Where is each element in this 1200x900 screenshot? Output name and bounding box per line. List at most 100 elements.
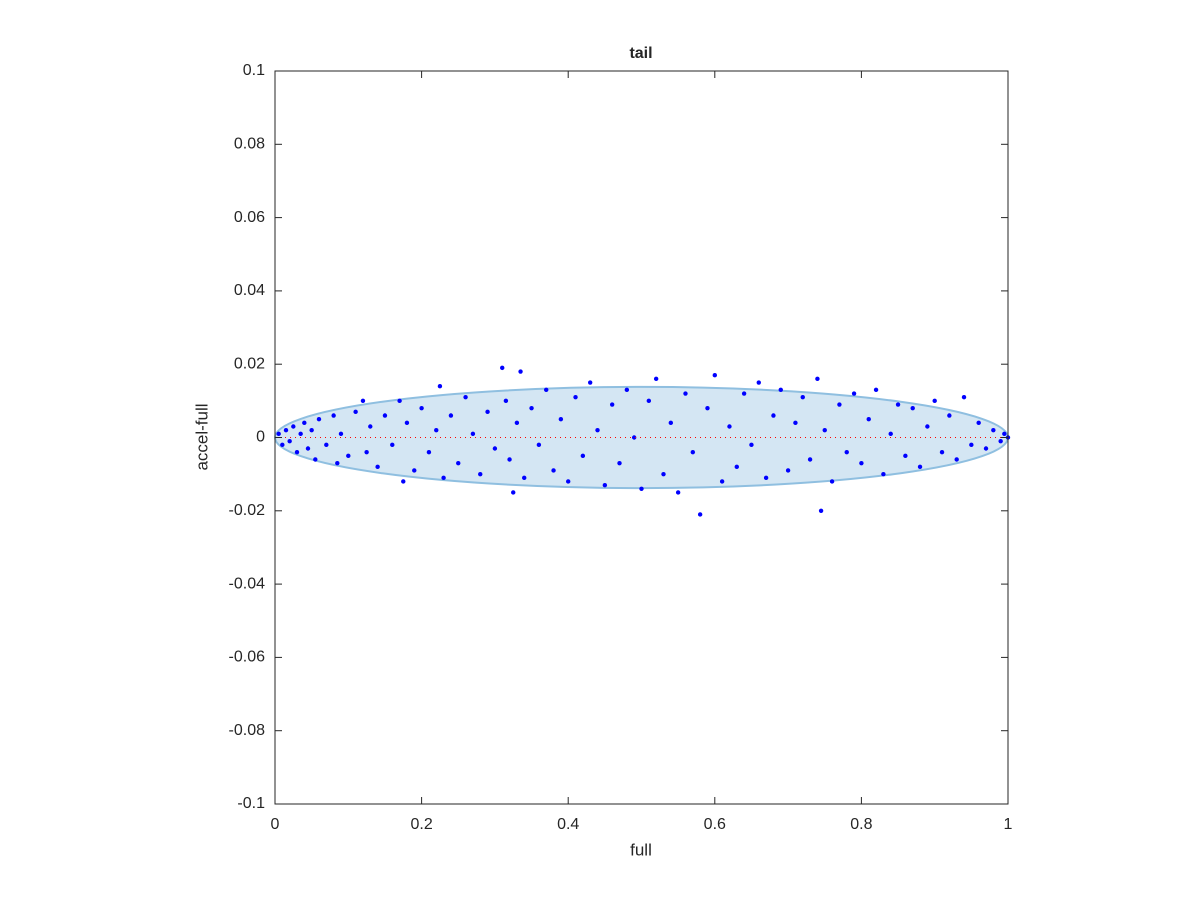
point	[360, 398, 366, 404]
point	[287, 438, 292, 444]
point	[683, 391, 688, 396]
point	[401, 479, 406, 484]
point	[969, 442, 974, 448]
point	[434, 427, 439, 433]
point	[910, 405, 915, 411]
point	[639, 486, 644, 492]
point	[719, 479, 725, 484]
point	[390, 442, 395, 448]
point	[800, 394, 805, 400]
x-tick-label: 0.4	[557, 816, 579, 833]
point	[976, 420, 981, 426]
point	[595, 427, 600, 433]
point	[925, 424, 930, 429]
point	[507, 457, 512, 462]
chart-title: tail	[629, 45, 652, 62]
point	[566, 479, 571, 484]
point	[961, 394, 967, 400]
y-tick-label: -0.06	[229, 649, 266, 666]
point	[441, 475, 446, 481]
point	[305, 446, 311, 451]
point	[712, 372, 717, 378]
point	[573, 394, 578, 400]
point	[470, 431, 476, 437]
point	[991, 427, 996, 433]
point	[785, 468, 791, 473]
point	[917, 464, 923, 470]
point	[291, 424, 296, 429]
ellipse	[274, 385, 1009, 490]
point	[313, 457, 318, 462]
point	[697, 512, 703, 517]
point	[294, 449, 300, 455]
y-tick-label: -0.1	[237, 795, 265, 812]
point	[954, 457, 959, 462]
point	[511, 490, 516, 495]
point	[324, 442, 329, 448]
point	[302, 420, 307, 426]
point	[998, 438, 1003, 444]
point	[881, 471, 886, 477]
point	[844, 449, 849, 455]
point	[895, 402, 901, 407]
point	[727, 424, 732, 429]
point	[485, 409, 490, 415]
point	[397, 398, 402, 404]
point	[1002, 431, 1007, 437]
point	[668, 420, 674, 426]
point	[793, 420, 798, 426]
point	[734, 464, 739, 470]
point	[624, 387, 630, 393]
point	[741, 391, 747, 396]
point	[276, 431, 281, 437]
point	[580, 453, 586, 459]
point	[653, 376, 659, 382]
point	[331, 413, 336, 418]
point	[551, 468, 556, 473]
point	[609, 402, 615, 407]
point	[456, 460, 461, 466]
point	[778, 387, 783, 393]
point	[903, 453, 908, 459]
y-tick-label: -0.04	[229, 575, 266, 592]
point	[544, 387, 549, 393]
point	[419, 405, 424, 411]
point	[375, 464, 380, 470]
point	[529, 405, 534, 411]
point	[518, 369, 523, 374]
point	[448, 413, 454, 418]
point	[382, 413, 388, 418]
y-tick-label: 0.04	[234, 282, 265, 299]
point	[771, 413, 776, 418]
y-tick-label: -0.08	[229, 722, 266, 739]
y-tick-label: 0.08	[234, 136, 265, 153]
point	[412, 468, 417, 473]
point	[558, 416, 564, 422]
point	[756, 380, 761, 385]
point	[661, 471, 666, 477]
y-tick-label: 0.02	[234, 355, 265, 372]
point	[522, 475, 527, 481]
x-axis-label: full	[630, 840, 652, 859]
x-tick-label: 1	[1004, 816, 1013, 833]
y-axis-label: accel-full	[192, 403, 211, 470]
point	[983, 446, 989, 451]
point	[947, 413, 952, 418]
point	[478, 471, 483, 477]
x-tick-label: 0.2	[410, 816, 432, 833]
y-tick-label: 0.1	[243, 62, 265, 79]
point	[316, 416, 322, 422]
point	[335, 460, 340, 466]
point	[404, 420, 410, 426]
point	[873, 387, 879, 393]
point	[309, 427, 314, 433]
y-tick-label: 0.06	[234, 209, 265, 226]
point	[368, 424, 373, 429]
point	[705, 405, 710, 411]
point	[932, 398, 937, 404]
point	[851, 391, 857, 396]
point	[463, 394, 468, 400]
point	[602, 482, 608, 488]
point	[514, 420, 520, 426]
x-tick-label: 0.8	[850, 816, 872, 833]
